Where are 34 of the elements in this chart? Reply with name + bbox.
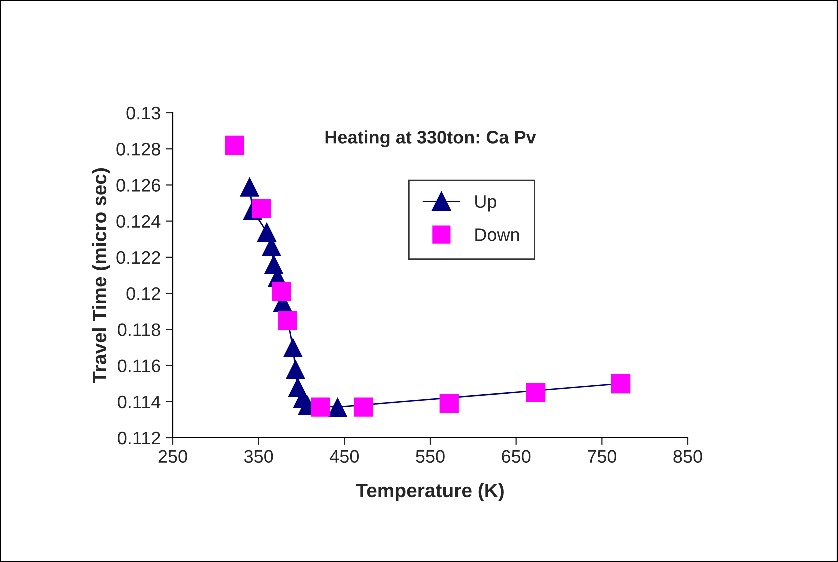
- x-tick-label: 750: [588, 450, 617, 464]
- point: [286, 360, 306, 380]
- point: [354, 398, 374, 417]
- point: [328, 397, 348, 418]
- x-tick-label: 250: [158, 450, 188, 464]
- point: [272, 282, 292, 302]
- point: [257, 222, 277, 242]
- y-tick-label: 0.128: [116, 143, 160, 156]
- x-tick-label: 850: [674, 450, 702, 464]
- legend-label: Down: [476, 228, 520, 242]
- y-tick-label: 0.114: [118, 396, 161, 409]
- y-tick-label: 0.13: [126, 106, 160, 120]
- point: [240, 177, 260, 197]
- y-tick-label: 0.122: [116, 251, 160, 264]
- y-tick-label: 0.112: [118, 432, 160, 445]
- x-tick-label: 350: [244, 450, 274, 464]
- x-tick-label: 650: [502, 450, 531, 464]
- y-tick-label: 0.126: [116, 179, 160, 192]
- y-tick-label: 0.124: [116, 215, 161, 228]
- x-tick-label: 550: [416, 450, 445, 464]
- y-axis-title: Travel Time (micro sec): [92, 168, 110, 384]
- point: [311, 398, 330, 417]
- point: [252, 199, 272, 218]
- y-tick-label: 0.12: [126, 287, 160, 300]
- text: Heating at 330ton: Ca Pv: [326, 130, 536, 148]
- x-axis-title: Temperature (K): [356, 483, 504, 502]
- y-tick-label: 0.118: [118, 324, 160, 336]
- legend-label: Up: [476, 196, 496, 212]
- point: [526, 383, 546, 402]
- point: [440, 394, 459, 414]
- x-tick-label: 450: [330, 450, 360, 464]
- y-tick-label: 0.116: [118, 360, 160, 372]
- point: [283, 338, 303, 358]
- point: [225, 136, 244, 156]
